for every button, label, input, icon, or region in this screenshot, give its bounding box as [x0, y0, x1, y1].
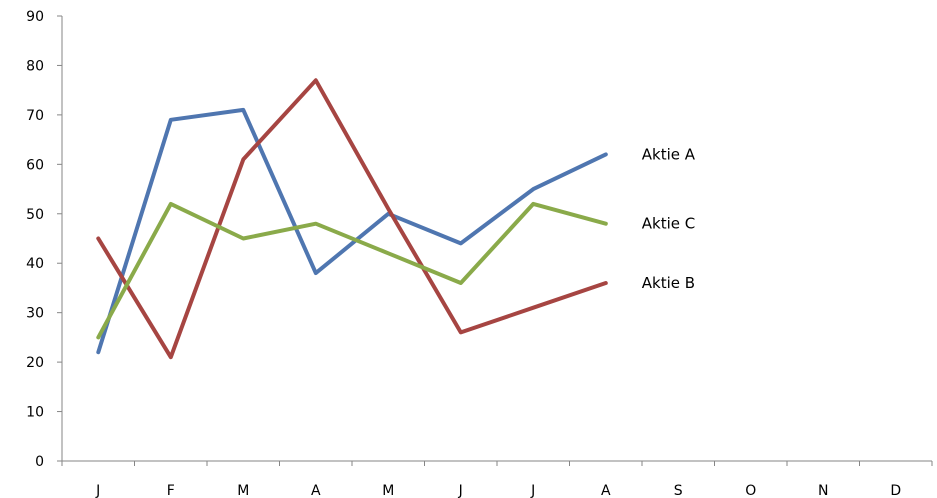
x-tick-label: J	[458, 483, 463, 498]
x-tick-label: A	[311, 483, 321, 498]
y-tick-label: 40	[26, 256, 44, 272]
y-tick-label: 80	[26, 58, 44, 74]
axes: 0 10 20 30 40 50 60 70 80 90 J F M A M J J A S O N D	[26, 9, 933, 498]
x-tick-label: S	[674, 483, 683, 498]
series-label-aktie-c: Aktie C	[642, 215, 695, 233]
y-tick-label: 90	[26, 9, 44, 25]
y-tick-label: 20	[26, 355, 44, 371]
series-line-aktie-a	[96, 107, 608, 355]
series-line-aktie-c	[96, 201, 608, 340]
y-tick-label: 70	[26, 108, 44, 124]
y-tick-label: 10	[26, 405, 44, 421]
x-tick-label: J	[530, 483, 535, 498]
series-label-aktie-b: Aktie B	[642, 274, 695, 292]
y-tick-label: 60	[26, 157, 44, 173]
x-tick-label: F	[167, 483, 175, 498]
x-tick-label: M	[237, 483, 249, 498]
x-tick-label: O	[745, 483, 756, 498]
x-tick-label: N	[818, 483, 828, 498]
series-labels: Aktie A Aktie B Aktie C	[642, 145, 696, 292]
x-tick-label: J	[95, 483, 100, 498]
y-tick-label: 0	[35, 454, 44, 470]
x-tick-label: D	[890, 483, 901, 498]
x-tick-label: M	[382, 483, 394, 498]
y-tick-label: 50	[26, 207, 44, 223]
series-lines	[96, 78, 608, 360]
series-label-aktie-a: Aktie A	[642, 145, 696, 163]
y-tick-label: 30	[26, 306, 44, 322]
x-tick-label: A	[601, 483, 611, 498]
series-line-aktie-b	[96, 78, 608, 360]
